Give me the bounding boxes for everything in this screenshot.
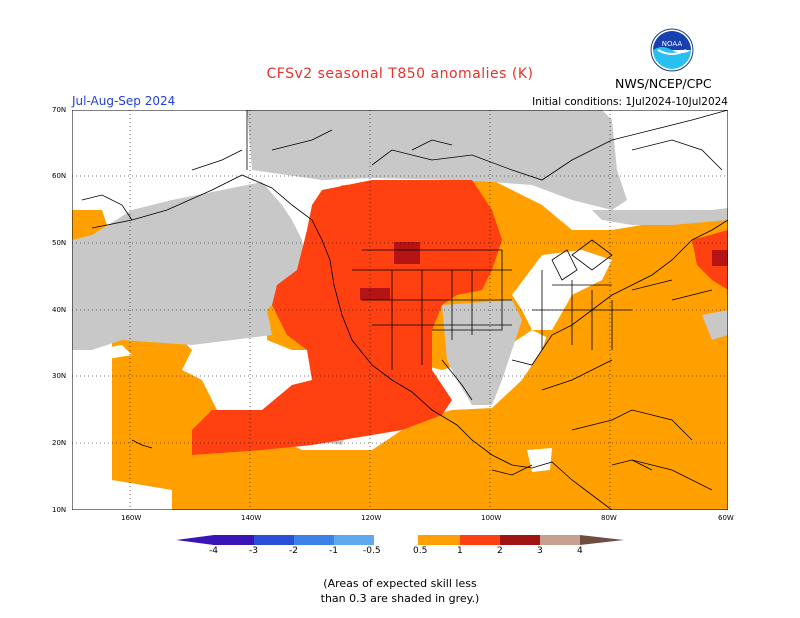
lon-label: 160W [121,514,142,522]
initial-conditions: Initial conditions: 1Jul2024-10Jul2024 [532,96,728,108]
lon-label: 60W [718,514,734,522]
svg-text:NOAA: NOAA [662,40,683,48]
lat-label: 10N [52,506,67,514]
season-label: Jul-Aug-Sep 2024 [72,94,176,108]
lat-label: 70N [52,106,67,114]
colorbar-label: 4 [577,546,583,556]
colorbar-label: -1 [329,546,338,556]
lat-label: 30N [52,372,67,380]
lat-label: 20N [52,439,67,447]
lat-label: 40N [52,306,67,314]
anomaly-map [72,110,728,510]
colorbar-label: 2 [497,546,503,556]
colorbar [176,535,624,545]
org-label: NWS/NCEP/CPC [615,76,712,91]
noaa-logo-icon: NOAA [650,28,694,72]
lon-label: 80W [601,514,617,522]
colorbar-label: -4 [209,546,218,556]
colorbar-label: 3 [537,546,543,556]
lon-label: 100W [481,514,502,522]
dark-red-region [360,242,728,300]
colorbar-label: -0.5 [363,546,381,556]
lat-label: 60N [52,172,67,180]
coastlines [81,110,728,510]
colorbar-label: 1 [457,546,463,556]
red-region [192,180,728,455]
colorbar-label: -2 [289,546,298,556]
skill-note-line1: (Areas of expected skill less [323,577,477,590]
colorbar-label: 0.5 [413,546,428,556]
lon-label: 120W [361,514,382,522]
skill-note-line2: than 0.3 are shaded in grey.) [320,592,480,605]
colorbar-label: -3 [249,546,258,556]
graticule [72,110,728,510]
map-title: CFSv2 seasonal T850 anomalies (K) [266,66,534,82]
lon-label: 140W [241,514,262,522]
lat-label: 50N [52,239,67,247]
skill-note: (Areas of expected skill less than 0.3 a… [0,576,800,606]
